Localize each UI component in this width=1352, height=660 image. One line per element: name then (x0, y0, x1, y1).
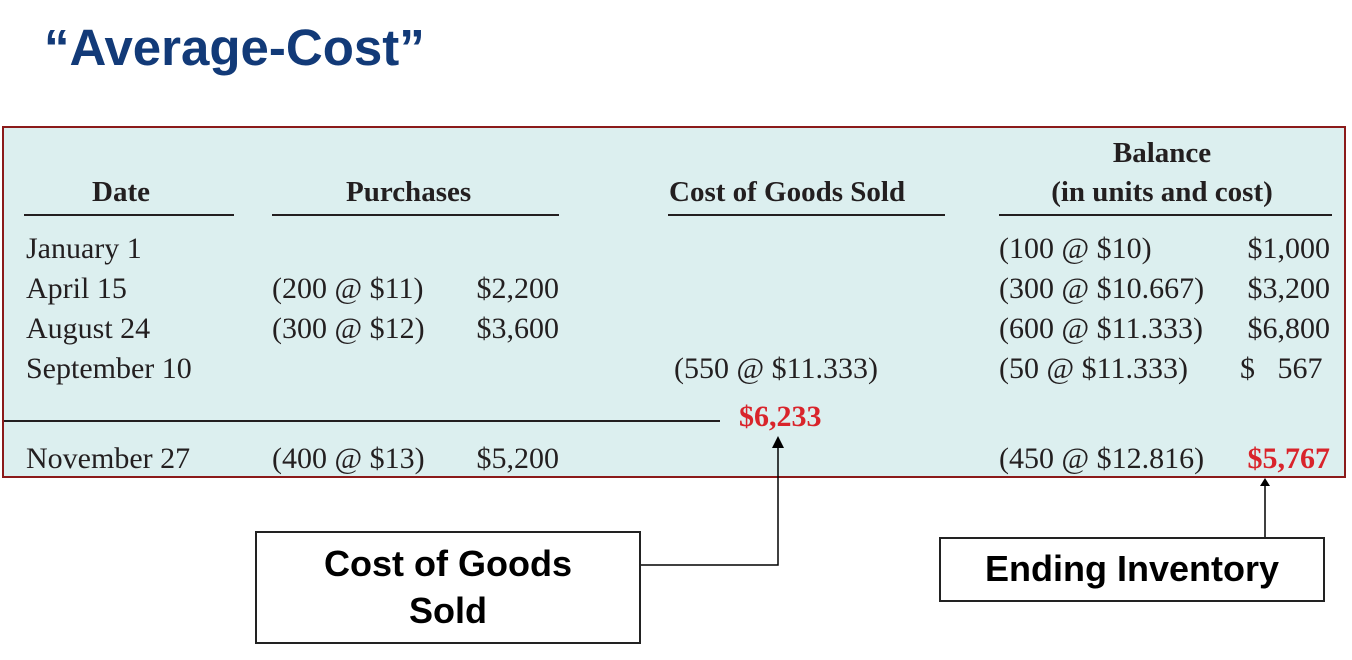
row-balance-amount: $1,000 (1247, 232, 1331, 265)
cogs-total-rule (4, 420, 720, 422)
row-date: September 10 (26, 352, 192, 385)
header-cogs: Cost of Goods Sold (669, 176, 906, 208)
page-title: “Average-Cost” (44, 19, 425, 76)
row-balance-amount: $ 567 (1240, 352, 1323, 385)
row-balance-units: (300 @ $10.667) (999, 272, 1205, 305)
header-purchases: Purchases (346, 176, 472, 208)
ending-inventory-callout: Ending Inventory (939, 537, 1325, 602)
row-balance-units: (600 @ $11.333) (999, 312, 1203, 345)
row-balance-amount: $6,800 (1247, 312, 1331, 345)
row-purchase-units: (200 @ $11) (272, 272, 424, 305)
row-balance-units: (100 @ $10) (999, 232, 1152, 265)
cogs-callout-line2: Sold (409, 589, 487, 631)
header-underline-date (24, 214, 234, 216)
row-purchase-amount: $3,600 (476, 312, 560, 345)
row-cogs: (550 @ $11.333) (674, 352, 878, 385)
cogs-total: $6,233 (739, 400, 822, 433)
row-purchase-units: (300 @ $12) (272, 312, 425, 345)
cogs-callout-line1: Cost of Goods (324, 542, 572, 584)
row-date: April 15 (26, 272, 127, 305)
inventory-arrowhead (1260, 478, 1270, 486)
row-date: January 1 (26, 232, 142, 265)
header-underline-purchases (272, 214, 559, 216)
row-date: November 27 (26, 442, 191, 475)
row-balance-units: (450 @ $12.816) (999, 442, 1205, 475)
header-balance-line1: Balance (1112, 137, 1212, 169)
header-underline-balance (999, 214, 1332, 216)
row-purchase-amount: $2,200 (476, 272, 560, 305)
header-date: Date (92, 176, 150, 208)
header-underline-cogs (668, 214, 945, 216)
cogs-callout: Cost of Goods Sold (255, 531, 641, 644)
row-purchase-units: (400 @ $13) (272, 442, 425, 475)
inventory-ledger-table: Date Purchases Cost of Goods Sold Balanc… (2, 126, 1346, 478)
row-date: August 24 (26, 312, 151, 345)
header-balance-line2: (in units and cost) (1051, 176, 1273, 208)
row-purchase-amount: $5,200 (476, 442, 560, 475)
ending-inventory-amount: $5,767 (1247, 442, 1331, 475)
row-balance-units: (50 @ $11.333) (999, 352, 1188, 385)
row-balance-amount: $3,200 (1247, 272, 1331, 305)
